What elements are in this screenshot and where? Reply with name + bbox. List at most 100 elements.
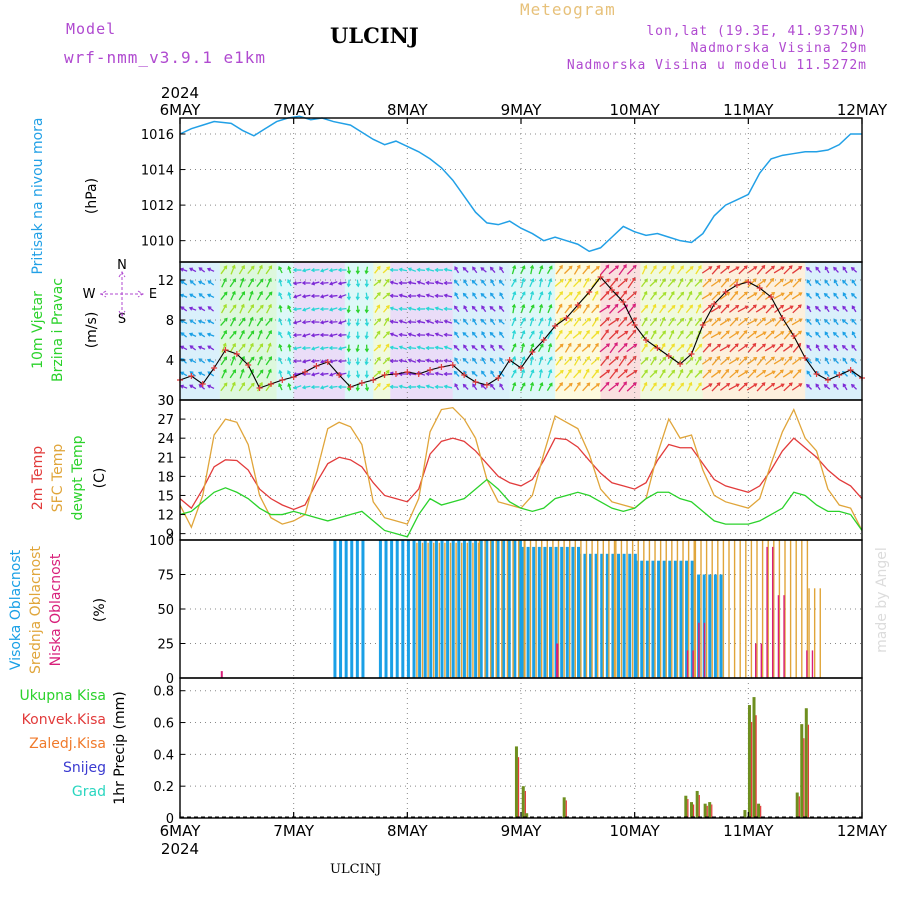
wind-arrow bbox=[302, 359, 311, 363]
wind-arrow-head bbox=[287, 343, 292, 348]
cloud-high-bar bbox=[490, 540, 494, 678]
compass-w-label: W bbox=[83, 287, 96, 302]
temperature-y-tick-label: 9 bbox=[166, 528, 174, 543]
wind-arrow-head bbox=[398, 319, 403, 324]
wind-arrow bbox=[426, 385, 435, 389]
wind-arrow bbox=[773, 292, 785, 300]
precip-bar bbox=[562, 797, 566, 818]
wind-arrow-head bbox=[661, 369, 666, 373]
wind-arrow-head bbox=[250, 265, 255, 270]
wind-arrow-head bbox=[355, 322, 360, 327]
wind-arrow-head bbox=[623, 316, 628, 321]
wind-speed-point bbox=[563, 315, 570, 321]
cloud-mid-bar bbox=[535, 540, 537, 678]
wind-arrow bbox=[426, 320, 435, 324]
wind-arrow bbox=[649, 344, 657, 352]
wind-arrow-head bbox=[521, 291, 526, 296]
wind-arrow bbox=[408, 346, 417, 350]
wind-arrow-head bbox=[671, 343, 675, 348]
wind-arrow bbox=[738, 330, 748, 340]
wind-arrow-head bbox=[606, 369, 611, 374]
wind-arrow-head bbox=[462, 292, 467, 297]
wind-arrow bbox=[511, 356, 516, 366]
wind-arrow-head bbox=[842, 279, 846, 284]
wind-arrow bbox=[374, 266, 381, 274]
wind-arrow-head bbox=[850, 266, 855, 271]
wind-arrow-head bbox=[707, 342, 712, 347]
wind-arrow bbox=[374, 305, 380, 313]
wind-arrow-head bbox=[489, 266, 494, 271]
wind-arrow-head bbox=[688, 343, 693, 348]
wind-arrow-head bbox=[398, 293, 403, 298]
wind-arrow bbox=[221, 369, 227, 379]
wind-arrow bbox=[546, 265, 553, 275]
wind-band bbox=[452, 262, 510, 400]
wind-arrow-head bbox=[434, 293, 439, 298]
wind-arrow bbox=[390, 346, 399, 350]
wind-arrow bbox=[729, 343, 739, 353]
wind-arrow bbox=[417, 268, 426, 272]
wind-arrow-head bbox=[481, 357, 486, 362]
wind-arrow-head bbox=[614, 303, 619, 308]
wind-arrow-head bbox=[512, 278, 517, 283]
wind-arrow-head bbox=[462, 383, 467, 388]
wind-arrow-head bbox=[594, 316, 599, 321]
wind-arrow-head bbox=[780, 357, 785, 361]
wind-arrow-head bbox=[386, 266, 391, 271]
wind-arrow-head bbox=[771, 382, 776, 387]
wind-arrow bbox=[608, 318, 619, 326]
wind-arrow bbox=[426, 307, 435, 311]
wind-arrow-head bbox=[389, 319, 394, 324]
year-label-bottom: 2024 bbox=[161, 840, 199, 858]
wind-arrow bbox=[320, 385, 329, 389]
wind-arrow-head bbox=[398, 306, 403, 311]
wind-arrow-head bbox=[223, 317, 228, 322]
cloud-low-bar bbox=[777, 595, 780, 678]
wind-arrow-head bbox=[725, 277, 730, 282]
wind-arrow bbox=[783, 382, 793, 392]
wind-arrow bbox=[609, 342, 618, 354]
wind-arrow bbox=[608, 382, 619, 392]
cloud-mid-bar bbox=[795, 540, 797, 678]
wind-arrow bbox=[238, 317, 246, 327]
wind-arrow-head bbox=[569, 318, 573, 322]
wind-arrow bbox=[746, 357, 757, 365]
wind-arrow bbox=[599, 343, 610, 353]
wind-arrow-head bbox=[499, 266, 503, 271]
wind-speed-point bbox=[722, 289, 729, 295]
wind-arrow-head bbox=[623, 342, 628, 347]
wind-arrow-head bbox=[779, 369, 784, 374]
wind-arrow bbox=[555, 291, 563, 301]
wind-arrow bbox=[765, 265, 775, 275]
wind-arrow-head bbox=[520, 342, 526, 347]
wind-arrow bbox=[720, 369, 729, 379]
wind-band bbox=[293, 262, 345, 400]
cloud-mid-bar bbox=[705, 540, 708, 678]
cloud-mid-bar bbox=[761, 540, 764, 678]
station-title: ULCINJ bbox=[330, 23, 419, 48]
wind-speed-point bbox=[574, 302, 581, 308]
wind-arrow-head bbox=[407, 345, 412, 350]
wind-arrow-head bbox=[530, 290, 535, 295]
precip-bar bbox=[684, 795, 688, 818]
wind-arrow-head bbox=[471, 305, 476, 310]
wind-arrow bbox=[390, 281, 399, 285]
wind-arrow bbox=[329, 333, 338, 337]
wind-arrow bbox=[399, 385, 408, 389]
wind-arrow-head bbox=[735, 331, 740, 335]
wind-arrow bbox=[677, 369, 684, 379]
wind-arrow bbox=[626, 343, 637, 353]
wind-arrow bbox=[792, 369, 802, 379]
wind-arrow bbox=[520, 304, 525, 314]
cloud-low-bar bbox=[771, 546, 774, 678]
wind-arrow-head bbox=[434, 371, 439, 376]
wind-arrow bbox=[229, 369, 236, 379]
wind-arrow bbox=[626, 356, 637, 366]
wind-arrow bbox=[520, 369, 525, 379]
cloud-high-bar bbox=[451, 540, 455, 678]
wind-arrow-head bbox=[346, 374, 351, 379]
cloud-high-bar bbox=[485, 540, 489, 678]
wind-arrow bbox=[782, 370, 793, 378]
wind-arrow-head bbox=[346, 296, 352, 301]
wind-arrow bbox=[444, 320, 453, 324]
